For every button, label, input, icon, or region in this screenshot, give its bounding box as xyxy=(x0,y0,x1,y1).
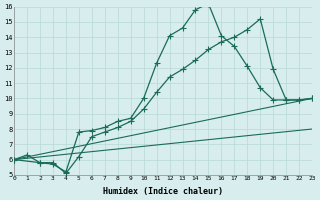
X-axis label: Humidex (Indice chaleur): Humidex (Indice chaleur) xyxy=(103,187,223,196)
